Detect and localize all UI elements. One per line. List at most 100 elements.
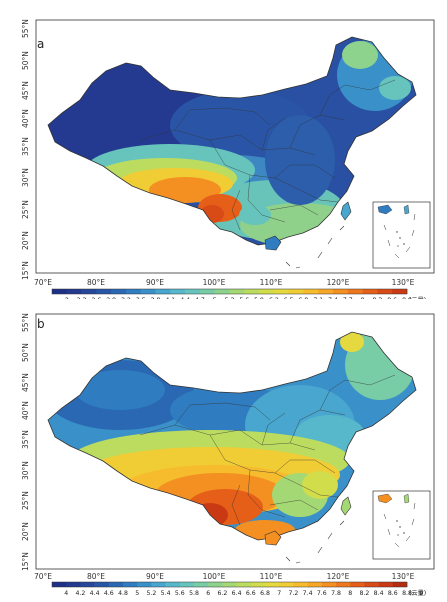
colorbar-frame <box>51 288 408 295</box>
colorbar-swatch <box>265 582 280 587</box>
nine-dash-line-b <box>285 520 345 564</box>
inset-map-b <box>372 490 431 560</box>
colorbar-tick-label: 4.2 <box>75 590 85 597</box>
colorbar-tick-label: 4.8 <box>118 590 128 597</box>
lon-tick: 110°E <box>260 572 283 581</box>
panel-label-b: b <box>37 317 45 331</box>
colorbar-swatch <box>392 289 408 294</box>
colorbar-tick-label: 6.2 <box>217 590 227 597</box>
colorbar-swatch <box>362 289 378 294</box>
colorbar-swatch <box>307 582 323 587</box>
colorbar-tick-label: 4 <box>64 590 68 597</box>
colorbar-swatch <box>179 582 195 587</box>
colorbar-swatch <box>199 289 216 294</box>
colorbar-swatch <box>333 289 349 294</box>
colorbar-tick-label: 6.8 <box>260 590 270 597</box>
colorbar-swatch <box>66 582 81 587</box>
colorbar-b: 4 4.2 4.4 4.6 4.8 5 5.2 5.4 5.6 5.8 6 6.2 6.4 6.6 6.8 7… <box>51 581 426 597</box>
colorbar-swatch <box>151 582 166 587</box>
map-panel-b: b 55°N 50°N 45°N 40°N 35°N 30°N 25°N 20°… <box>0 299 447 598</box>
colorbar-swatch <box>364 582 379 587</box>
colorbar-tick-label: 5.4 <box>161 590 171 597</box>
colorbar-tick-label: 7.8 <box>331 590 341 597</box>
lat-tick: 55°N <box>21 19 30 38</box>
map-b-svg: b 55°N 50°N 45°N 40°N 35°N 30°N 25°N 20°… <box>21 313 435 597</box>
colorbar-frame <box>51 581 408 588</box>
map-a-svg: a 55°N 50°N 45°N 40°N 35°N 30°N 25°N 20°… <box>21 19 435 304</box>
colorbar-tick-label: 5.8 <box>189 590 199 597</box>
colorbar-swatch <box>185 289 201 294</box>
map-panel-a: a 55°N 50°N 45°N 40°N 35°N 30°N 25°N 20°… <box>0 0 447 304</box>
colorbar-tick-label: 6 <box>206 590 210 597</box>
lon-axis-a: 70°E 80°E 90°E 100°E 110°E 120°E 130°E <box>34 278 415 287</box>
colorbar-swatch <box>378 582 394 587</box>
colorbar-tick-label: 8 <box>348 590 352 597</box>
lat-tick: 15°N <box>21 552 30 571</box>
colorbar-swatch <box>303 289 319 294</box>
panel-label-a: a <box>37 37 44 51</box>
lat-tick: 35°N <box>21 430 30 449</box>
lat-axis-a: 55°N 50°N 45°N 40°N 35°N 30°N 25°N 20°N … <box>21 19 30 280</box>
taiwan-a <box>340 201 352 221</box>
colorbar-swatch <box>222 582 237 587</box>
colorbar-swatch <box>80 582 95 587</box>
colorbar-tick-label: 8.8 <box>402 590 412 597</box>
colorbar-tick-label: 4.4 <box>90 590 100 597</box>
colorbar-swatch <box>108 582 124 587</box>
colorbar-swatch <box>288 289 304 294</box>
colorbar-tick-label: 6.4 <box>232 590 242 597</box>
colorbar-tick-label: 8.6 <box>388 590 398 597</box>
colorbar-swatch <box>293 582 308 587</box>
colorbar-swatch <box>229 289 245 294</box>
colorbar-a: 22.32.62.93.23.53.84.14.44.755.35.65.96.… <box>51 288 426 304</box>
colorbar-swatch <box>52 582 67 587</box>
colorbar-swatch <box>123 582 138 587</box>
lat-tick: 50°N <box>21 343 30 362</box>
colorbar-swatch <box>350 582 365 587</box>
colorbar-swatch <box>279 582 294 587</box>
lat-tick: 50°N <box>21 51 30 70</box>
colorbar-swatch <box>236 582 252 587</box>
lat-axis-b: 55°N 50°N 45°N 40°N 35°N 30°N 25°N 20°N … <box>21 313 30 571</box>
province-borders-a <box>139 79 396 231</box>
colorbar-swatch <box>155 289 171 294</box>
colorbar-tick-label: 7.2 <box>288 590 298 597</box>
colorbar-swatch <box>321 582 337 587</box>
lon-tick: 130°E <box>392 572 415 581</box>
hainan-b <box>264 530 282 546</box>
lat-tick: 25°N <box>21 491 30 510</box>
lat-tick: 20°N <box>21 522 30 541</box>
colorbar-swatch <box>273 289 289 294</box>
lat-tick: 30°N <box>21 168 30 187</box>
lat-tick: 35°N <box>21 137 30 156</box>
colorbar-swatch <box>66 289 82 294</box>
colorbar-tick-label: 7 <box>277 590 281 597</box>
colorbar-tick-label: 6.6 <box>246 590 256 597</box>
colorbar-tick-label: 4.6 <box>104 590 114 597</box>
colorbar-swatch <box>336 582 351 587</box>
taiwan-b <box>340 496 352 516</box>
colorbar-swatch <box>318 289 334 294</box>
colorbar-swatch <box>194 582 209 587</box>
colorbar-swatch <box>392 582 408 587</box>
colorbar-swatch <box>52 289 68 294</box>
colorbar-swatch <box>111 289 127 294</box>
colorbar-swatch <box>170 289 186 294</box>
colorbar-tick-label: 5.6 <box>175 590 185 597</box>
colorbar-tick-label: 8.4 <box>374 590 384 597</box>
colorbar-swatch <box>377 289 393 294</box>
lat-tick: 55°N <box>21 313 30 332</box>
colorbar-tick-label: 8.2 <box>359 590 369 597</box>
lat-tick: 20°N <box>21 231 30 250</box>
lon-tick: 90°E <box>146 572 164 581</box>
lat-tick: 40°N <box>21 401 30 420</box>
lon-tick: 70°E <box>34 278 52 287</box>
lon-tick: 120°E <box>327 572 350 581</box>
colorbar-swatch <box>81 289 97 294</box>
colorbar-swatch <box>94 582 110 587</box>
lon-tick: 100°E <box>203 278 226 287</box>
lon-tick: 120°E <box>327 278 350 287</box>
colorbar-swatch <box>259 289 275 294</box>
lon-tick: 110°E <box>260 278 283 287</box>
lon-tick: 80°E <box>87 572 105 581</box>
